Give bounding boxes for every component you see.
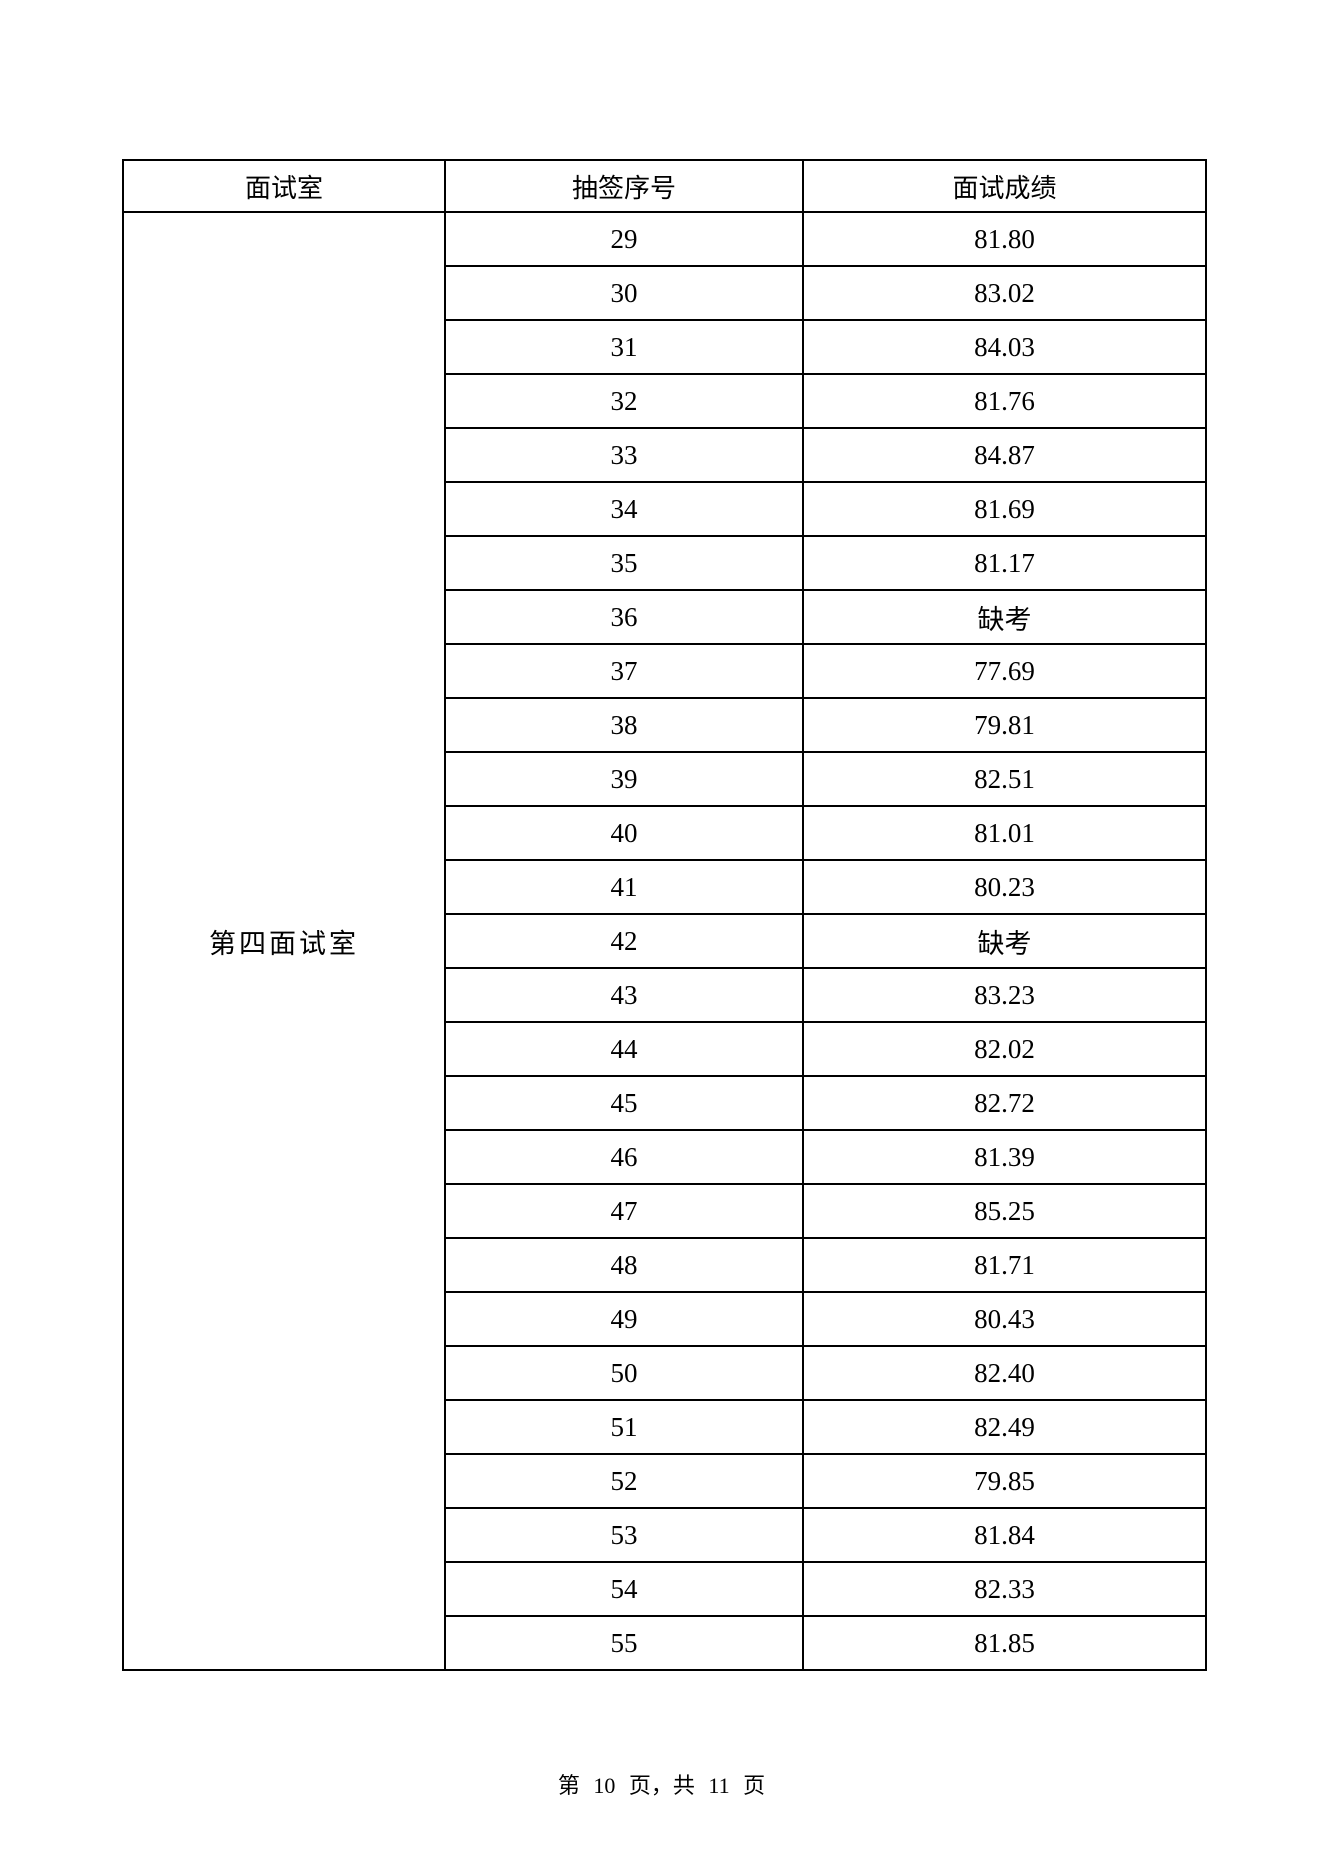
table-row: 35 81.17 — [123, 535, 1207, 591]
table-row: 49 80.43 — [123, 1291, 1207, 1347]
draw-number-cell: 47 — [444, 1183, 804, 1239]
score-cell: 82.40 — [802, 1345, 1207, 1401]
table-row: 31 84.03 — [123, 319, 1207, 375]
score-cell: 82.02 — [802, 1021, 1207, 1077]
table-row: 45 82.72 — [123, 1075, 1207, 1131]
score-cell: 83.23 — [802, 967, 1207, 1023]
draw-number-cell: 49 — [444, 1291, 804, 1347]
draw-number-cell: 45 — [444, 1075, 804, 1131]
table-row: 44 82.02 — [123, 1021, 1207, 1077]
table-row: 30 83.02 — [123, 265, 1207, 321]
score-cell: 80.23 — [802, 859, 1207, 915]
draw-number-cell: 29 — [444, 211, 804, 267]
table-row: 43 83.23 — [123, 967, 1207, 1023]
draw-number-cell: 44 — [444, 1021, 804, 1077]
header-draw-number: 抽签序号 — [444, 159, 804, 213]
draw-number-cell: 38 — [444, 697, 804, 753]
table-row: 33 84.87 — [123, 427, 1207, 483]
draw-number-cell: 43 — [444, 967, 804, 1023]
score-cell: 缺考 — [802, 913, 1207, 969]
score-cell: 84.03 — [802, 319, 1207, 375]
draw-number-cell: 33 — [444, 427, 804, 483]
score-cell: 80.43 — [802, 1291, 1207, 1347]
draw-number-cell: 53 — [444, 1507, 804, 1563]
table-row: 39 82.51 — [123, 751, 1207, 807]
header-score: 面试成绩 — [802, 159, 1207, 213]
score-cell: 79.81 — [802, 697, 1207, 753]
draw-number-cell: 50 — [444, 1345, 804, 1401]
score-cell: 82.72 — [802, 1075, 1207, 1131]
table-row: 46 81.39 — [123, 1129, 1207, 1185]
score-cell: 81.76 — [802, 373, 1207, 429]
score-cell: 79.85 — [802, 1453, 1207, 1509]
room-cell: 第四面试室 — [122, 211, 446, 1671]
table-row: 53 81.84 — [123, 1507, 1207, 1563]
page-footer: 第 10 页，共 11 页 — [557, 1773, 766, 1798]
table-row: 32 81.76 — [123, 373, 1207, 429]
draw-number-cell: 52 — [444, 1453, 804, 1509]
table-row: 42 缺考 — [123, 913, 1207, 969]
table-row: 50 82.40 — [123, 1345, 1207, 1401]
table-row: 51 82.49 — [123, 1399, 1207, 1455]
draw-number-cell: 39 — [444, 751, 804, 807]
score-cell: 82.33 — [802, 1561, 1207, 1617]
score-cell: 82.51 — [802, 751, 1207, 807]
draw-number-cell: 54 — [444, 1561, 804, 1617]
score-cell: 81.69 — [802, 481, 1207, 537]
header-row: 面试室 抽签序号 面试成绩 — [122, 159, 1207, 213]
draw-number-cell: 30 — [444, 265, 804, 321]
draw-number-cell: 40 — [444, 805, 804, 861]
table-row: 55 81.85 — [123, 1615, 1207, 1671]
table-row: 47 85.25 — [123, 1183, 1207, 1239]
score-cell: 81.84 — [802, 1507, 1207, 1563]
table-row: 第四面试室 29 81.80 — [122, 211, 1207, 1671]
draw-number-cell: 46 — [444, 1129, 804, 1185]
score-cell: 81.01 — [802, 805, 1207, 861]
score-table: 面试室 抽签序号 面试成绩 第四面试室 29 81.80 30 83.02 31 84.03… — [122, 159, 1207, 1671]
draw-number-cell: 32 — [444, 373, 804, 429]
table-row: 36 缺考 — [123, 589, 1207, 645]
draw-number-cell: 36 — [444, 589, 804, 645]
table-row: 54 82.33 — [123, 1561, 1207, 1617]
draw-number-cell: 55 — [444, 1615, 804, 1671]
table-row: 41 80.23 — [123, 859, 1207, 915]
draw-number-cell: 35 — [444, 535, 804, 591]
table-row: 38 79.81 — [123, 697, 1207, 753]
score-cell: 77.69 — [802, 643, 1207, 699]
draw-number-cell: 31 — [444, 319, 804, 375]
draw-number-cell: 48 — [444, 1237, 804, 1293]
header-room: 面试室 — [122, 159, 446, 213]
score-cell: 81.39 — [802, 1129, 1207, 1185]
draw-number-cell: 37 — [444, 643, 804, 699]
score-cell: 82.49 — [802, 1399, 1207, 1455]
score-cell: 81.17 — [802, 535, 1207, 591]
draw-number-cell: 42 — [444, 913, 804, 969]
draw-number-cell: 41 — [444, 859, 804, 915]
table-row: 37 77.69 — [123, 643, 1207, 699]
draw-number-cell: 51 — [444, 1399, 804, 1455]
table-row: 48 81.71 — [123, 1237, 1207, 1293]
score-cell: 81.71 — [802, 1237, 1207, 1293]
table-row: 40 81.01 — [123, 805, 1207, 861]
score-cell: 81.80 — [802, 211, 1207, 267]
table-row: 34 81.69 — [123, 481, 1207, 537]
score-cell: 81.85 — [802, 1615, 1207, 1671]
score-cell: 85.25 — [802, 1183, 1207, 1239]
score-cell: 缺考 — [802, 589, 1207, 645]
score-cell: 83.02 — [802, 265, 1207, 321]
table-row: 52 79.85 — [123, 1453, 1207, 1509]
score-cell: 84.87 — [802, 427, 1207, 483]
draw-number-cell: 34 — [444, 481, 804, 537]
